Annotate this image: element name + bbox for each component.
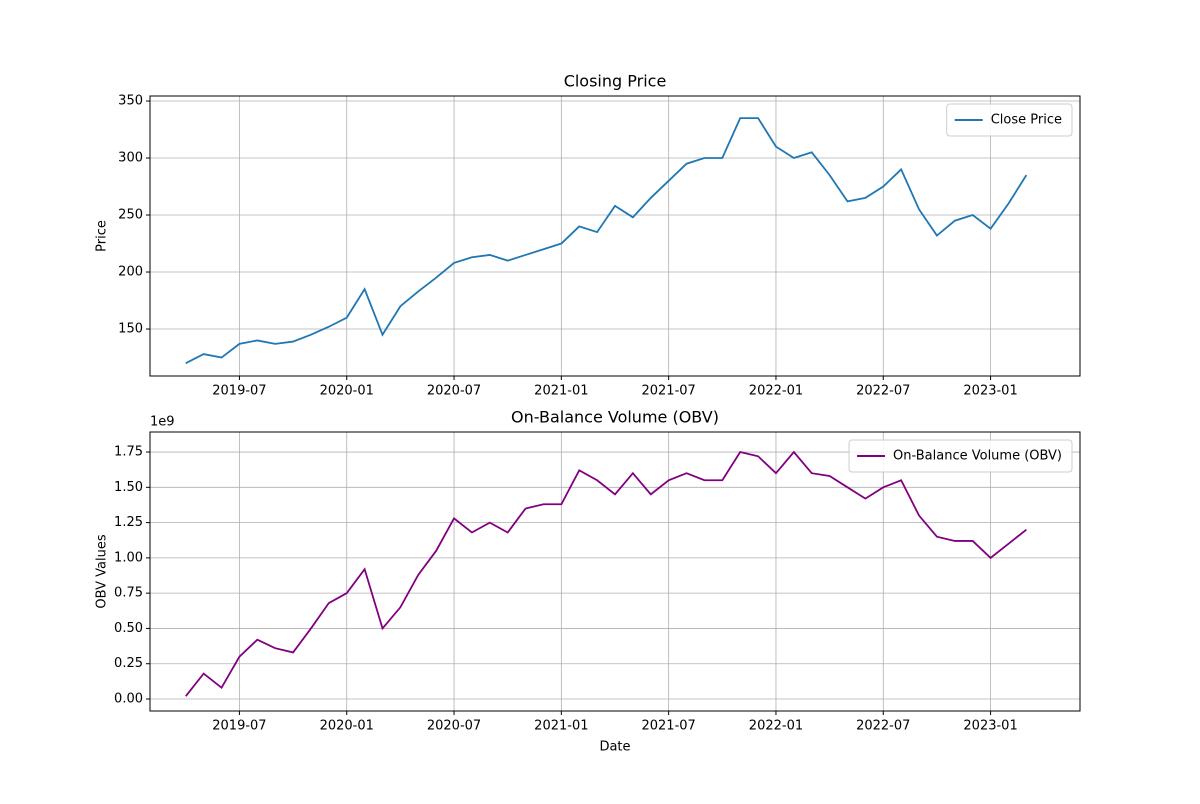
chart-title: On-Balance Volume (OBV) (511, 408, 719, 427)
x-tick-label: 2023-01 (963, 719, 1017, 734)
y-tick-label: 1.50 (114, 480, 143, 495)
y-tick-label: 1.00 (114, 550, 143, 565)
y-tick-label: 0.75 (114, 586, 143, 601)
x-tick-label: 2021-07 (641, 384, 695, 399)
data-line (185, 450, 1027, 697)
y-tick-label: 300 (118, 151, 143, 166)
y-tick-label: 150 (118, 322, 143, 337)
y-axis-label: Price (95, 220, 110, 252)
legend-label: On-Balance Volume (OBV) (893, 449, 1062, 464)
y-tick-label: 250 (118, 208, 143, 223)
x-tick-label: 2020-07 (427, 384, 481, 399)
data-line (185, 117, 1028, 365)
x-tick-label: 2020-01 (320, 384, 374, 399)
x-tick-label: 2022-07 (856, 719, 910, 734)
axis-offset-label: 1e9 (150, 415, 175, 430)
legend-label: Close Price (991, 113, 1062, 128)
x-tick-label: 2020-01 (320, 719, 374, 734)
x-tick-label: 2022-07 (856, 384, 910, 399)
x-tick-label: 2022-01 (749, 719, 803, 734)
x-tick-label: 2021-01 (534, 384, 588, 399)
y-tick-label: 0.00 (114, 692, 143, 707)
x-tick-label: 2020-07 (427, 719, 481, 734)
chart-title: Closing Price (564, 72, 667, 91)
legend-box (946, 103, 1073, 137)
y-tick-label: 0.50 (114, 621, 143, 636)
plot-frame (149, 431, 1081, 712)
x-tick-label: 2021-07 (641, 719, 695, 734)
x-tick-label: 2019-07 (212, 384, 266, 399)
y-axis-label: OBV Values (95, 534, 110, 608)
x-tick-label: 2019-07 (212, 719, 266, 734)
y-tick-label: 200 (118, 265, 143, 280)
x-tick-label: 2021-01 (534, 719, 588, 734)
x-tick-label: 2022-01 (749, 384, 803, 399)
y-tick-label: 0.25 (114, 656, 143, 671)
x-tick-label: 2023-01 (963, 384, 1017, 399)
y-tick-label: 1.25 (114, 515, 143, 530)
x-axis-label: Date (599, 740, 630, 755)
y-tick-label: 1.75 (114, 445, 143, 460)
legend-box (848, 439, 1073, 473)
y-tick-label: 350 (118, 94, 143, 109)
plot-frame (149, 95, 1081, 377)
